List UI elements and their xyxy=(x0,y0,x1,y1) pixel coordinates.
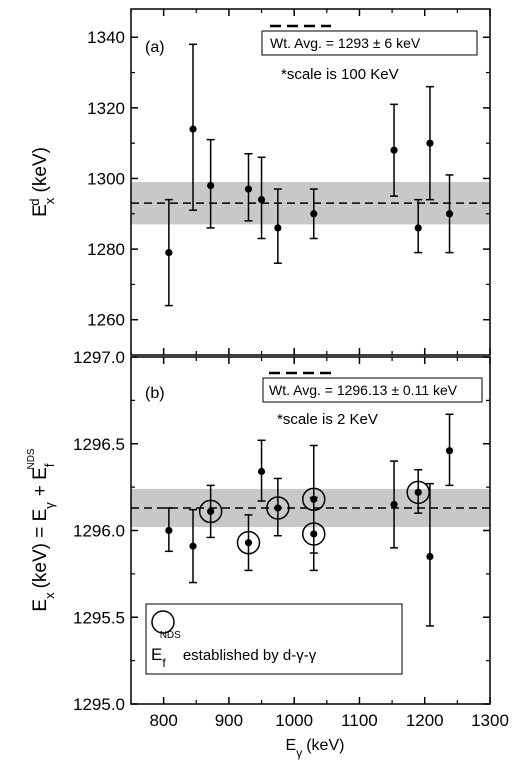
data-point xyxy=(310,210,318,218)
y-tick-label: 1300 xyxy=(87,169,125,188)
data-point xyxy=(244,185,253,193)
panel-b-data-points xyxy=(164,413,454,627)
panel-a-legend-box xyxy=(261,30,478,56)
data-point xyxy=(390,146,398,154)
data-point xyxy=(189,125,197,133)
data-point xyxy=(189,542,197,550)
panel-b-legend-box xyxy=(262,377,483,403)
data-point xyxy=(426,139,434,147)
panel-a-label: (a) xyxy=(145,39,165,56)
panel-a-legend: Wt. Avg. = 1293 ± 6 keV xyxy=(261,24,478,56)
x-tick-label: 1300 xyxy=(471,711,509,730)
data-point xyxy=(390,500,398,509)
y-tick-label: 1320 xyxy=(87,99,125,118)
panel-a-y-axis-label: Exd(keV) xyxy=(27,147,57,217)
x-axis-label: Eγ (keV) xyxy=(286,737,345,760)
panel-a-data-points xyxy=(164,43,454,307)
panel-a-scale-note: *scale is 100 KeV xyxy=(281,66,399,83)
data-point xyxy=(274,224,282,232)
data-point xyxy=(257,467,266,476)
x-tick-label: 900 xyxy=(215,711,243,730)
data-point xyxy=(165,249,173,257)
marker-legend-box xyxy=(145,603,403,675)
y-tick-label: 1295.5 xyxy=(73,608,125,627)
data-point xyxy=(257,196,266,204)
nds-established-circle xyxy=(198,499,223,524)
y-tick-label: 1260 xyxy=(87,311,125,330)
nds-established-circle xyxy=(236,530,261,555)
data-point xyxy=(207,507,215,516)
x-tick-label: 1200 xyxy=(406,711,444,730)
panel-b-legend-text: Wt. Avg. = 1296.13 ± 0.11 keV xyxy=(269,382,458,398)
nds-established-circle xyxy=(302,522,326,546)
panel-a-ticks: 1260 1280 1300 1320 1340 xyxy=(87,9,491,355)
y-tick-label: 1280 xyxy=(87,240,125,259)
y-tick-label: 1296.0 xyxy=(73,522,125,541)
data-point xyxy=(426,552,434,561)
data-point xyxy=(310,530,318,538)
x-tick-label: 800 xyxy=(149,711,177,730)
data-point xyxy=(244,539,253,547)
data-point xyxy=(445,447,454,455)
data-point xyxy=(414,488,422,496)
x-tick-label: 1000 xyxy=(275,711,313,730)
data-point xyxy=(414,224,422,232)
panel-b-legend: Wt. Avg. = 1296.13 ± 0.11 keV xyxy=(262,371,483,403)
y-tick-label: 1340 xyxy=(87,28,125,47)
panel-a: 1260 1280 1300 1320 1340 (a) Wt. Avg. = 1293… xyxy=(27,8,491,356)
y-tick-label: 1296.5 xyxy=(73,435,125,454)
panel-a-legend-text: Wt. Avg. = 1293 ± 6 keV xyxy=(270,35,421,51)
data-point xyxy=(445,210,454,218)
panel-b-scale-note: *scale is 2 KeV xyxy=(277,411,378,428)
panel-b-label: (b) xyxy=(145,385,165,402)
y-tick-label: 1295.0 xyxy=(73,695,125,714)
nds-established-circle xyxy=(266,496,290,520)
panel-b-y-axis-label: Ex(keV) = Eγ+ EfNDS xyxy=(26,448,57,612)
marker-legend-text: EfNDSestablished by d-γ-γ xyxy=(151,630,317,670)
data-point xyxy=(207,181,215,190)
panel-a-frame xyxy=(130,8,491,356)
data-point xyxy=(274,504,282,512)
panel-b: 1295.0 1295.5 1296.0 1296.5 1297.0 800 900 1000… xyxy=(26,348,509,760)
y-tick-label: 1297.0 xyxy=(73,348,125,367)
data-point xyxy=(165,526,173,535)
panel-b-ticks: 1295.0 1295.5 1296.0 1296.5 1297.0 800 900 1000… xyxy=(73,348,509,730)
open-circle-icon xyxy=(151,610,175,634)
x-tick-label: 1100 xyxy=(341,711,378,730)
panel-b-marker-legend: EfNDSestablished by d-γ-γ xyxy=(145,603,403,675)
